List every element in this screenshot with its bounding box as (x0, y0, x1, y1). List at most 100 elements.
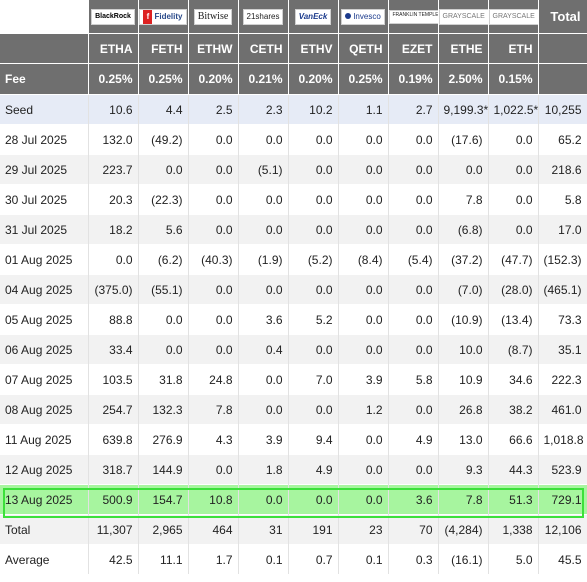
issuer-logo-cell: GRAYSCALE (438, 0, 489, 34)
flow-value-cell: 7.0 (288, 364, 339, 395)
flow-value-cell: 0.0 (238, 184, 289, 215)
flow-value-cell: (8.4) (338, 244, 389, 275)
flow-value-cell: 639.8 (88, 424, 139, 455)
total-header: Total (538, 0, 587, 34)
flow-value-cell: 51.3 (488, 484, 539, 515)
flow-value-cell: 1.7 (188, 544, 239, 574)
blackrock-logo: BlackRock (91, 8, 135, 25)
flow-value-cell: 23 (338, 514, 389, 545)
flow-value-cell: 24.8 (188, 364, 239, 395)
issuer-logo-cell: 21shares (238, 0, 289, 34)
flow-value-cell: (47.7) (488, 244, 539, 275)
row-label: 12 Aug 2025 (0, 454, 89, 485)
flow-value-cell: 88.8 (88, 304, 139, 335)
row-total-cell: 1,018.8 (538, 424, 587, 455)
flow-value-cell: 3.9 (238, 424, 289, 455)
average-row: Average 42.5 11.1 1.7 0.1 0.7 0.1 0.3 (16.1) 5.0 4… (0, 544, 587, 574)
21shares-logo: 21shares (242, 8, 284, 25)
flow-value-cell: 0.0 (188, 274, 239, 305)
flow-row: 01 Aug 2025 0.0 (6.2) (40.3) (1.9) (5.2) (8.4)… (0, 244, 587, 275)
flow-value-cell: 2.5 (188, 94, 239, 125)
ticker-cell: ETHE (438, 33, 489, 64)
flow-value-cell: 0.7 (288, 544, 339, 574)
flow-value-cell: 0.0 (288, 274, 339, 305)
flow-value-cell: (16.1) (438, 544, 489, 574)
flow-value-cell: (375.0) (88, 274, 139, 305)
fee-cell: 0.25% (338, 63, 389, 95)
flow-value-cell: 0.0 (338, 184, 389, 215)
flow-value-cell: 0.0 (188, 454, 239, 485)
flow-value-cell: 0.0 (388, 334, 439, 365)
grayscale-logo: GRAYSCALE (438, 8, 487, 25)
flow-value-cell: 4.4 (138, 94, 189, 125)
ticker-cell: ETHV (288, 33, 339, 64)
flow-value-cell: 5.6 (138, 214, 189, 245)
flow-value-cell: 3.6 (388, 484, 439, 515)
flow-value-cell: 0.0 (388, 394, 439, 425)
flow-value-cell: 1.8 (238, 454, 289, 485)
row-label: Average (0, 544, 89, 574)
fee-row: Fee 0.25% 0.25% 0.20% 0.21% 0.20% 0.25% … (0, 63, 587, 95)
flow-value-cell: 33.4 (88, 334, 139, 365)
flow-row: 12 Aug 2025 318.7 144.9 0.0 1.8 4.9 0.0 0.0 9.3 4… (0, 454, 587, 485)
vaneck-logo: VanEck (294, 8, 332, 25)
flow-value-cell: 254.7 (88, 394, 139, 425)
total-row: Total 11,307 2,965 464 31 191 23 70 (4,284) 1,338… (0, 514, 587, 545)
flow-value-cell: 5.2 (288, 304, 339, 335)
flow-value-cell: 0.0 (238, 274, 289, 305)
flow-row: 04 Aug 2025 (375.0) (55.1) 0.0 0.0 0.0 0.0 0.0(… (0, 274, 587, 305)
flow-row: 28 Jul 2025 132.0 (49.2) 0.0 0.0 0.0 0.0 0.0 (17… (0, 124, 587, 155)
row-label: Seed (0, 94, 89, 125)
flow-value-cell: 1,022.5* (488, 94, 539, 125)
flow-value-cell: 31.8 (138, 364, 189, 395)
row-total-cell: (152.3) (538, 244, 587, 275)
flow-value-cell: (4,284) (438, 514, 489, 545)
flow-value-cell: 10.8 (188, 484, 239, 515)
row-label: 31 Jul 2025 (0, 214, 89, 245)
flow-value-cell: 0.0 (438, 154, 489, 185)
flow-value-cell: 0.0 (288, 184, 339, 215)
flow-value-cell: 0.0 (188, 334, 239, 365)
row-total-cell: 218.6 (538, 154, 587, 185)
row-total-cell: (465.1) (538, 274, 587, 305)
flow-value-cell: 11.1 (138, 544, 189, 574)
flow-value-cell: 0.0 (338, 274, 389, 305)
flow-value-cell: 3.9 (338, 364, 389, 395)
row-label: 11 Aug 2025 (0, 424, 89, 455)
row-total-cell: 729.1 (538, 484, 587, 515)
flow-value-cell: 0.0 (238, 394, 289, 425)
flow-value-cell: 7.8 (438, 484, 489, 515)
franklin-templeton-logo: FRANKLIN TEMPLETON (388, 9, 437, 24)
row-label: 29 Jul 2025 (0, 154, 89, 185)
flow-value-cell: (49.2) (138, 124, 189, 155)
flow-row: 31 Jul 2025 18.2 5.6 0.0 0.0 0.0 0.0 0.0 (6.8) 0.… (0, 214, 587, 245)
flow-value-cell: 38.2 (488, 394, 539, 425)
flow-value-cell: 0.0 (488, 124, 539, 155)
flow-value-cell: 0.0 (88, 244, 139, 275)
seed-row: Seed 10.6 4.4 2.5 2.3 10.2 1.1 2.7 9,199.3* 1,022… (0, 94, 587, 125)
flow-value-cell: 4.9 (288, 454, 339, 485)
flow-value-cell: 1.1 (338, 94, 389, 125)
row-total-cell: 65.2 (538, 124, 587, 155)
flow-value-cell: 66.6 (488, 424, 539, 455)
flow-value-cell: 2.3 (238, 94, 289, 125)
flow-value-cell: (5.4) (388, 244, 439, 275)
flow-value-cell: 0.0 (288, 334, 339, 365)
flow-value-cell: (13.4) (488, 304, 539, 335)
flow-value-cell: 0.0 (288, 394, 339, 425)
bitwise-logo: Bitwise (193, 8, 233, 25)
ticker-cell: FETH (138, 33, 189, 64)
issuer-logo-cell: Bitwise (188, 0, 239, 34)
ticker-cell: ETHW (188, 33, 239, 64)
flow-value-cell: 0.0 (338, 154, 389, 185)
flow-value-cell: 154.7 (138, 484, 189, 515)
flow-value-cell: 10.9 (438, 364, 489, 395)
flow-value-cell: 0.0 (338, 334, 389, 365)
row-total-cell: 222.3 (538, 364, 587, 395)
row-label: 28 Jul 2025 (0, 124, 89, 155)
flow-value-cell: (6.8) (438, 214, 489, 245)
row-total-cell: 10,255 (538, 94, 587, 125)
flow-value-cell: 26.8 (438, 394, 489, 425)
flow-value-cell: 0.0 (138, 154, 189, 185)
